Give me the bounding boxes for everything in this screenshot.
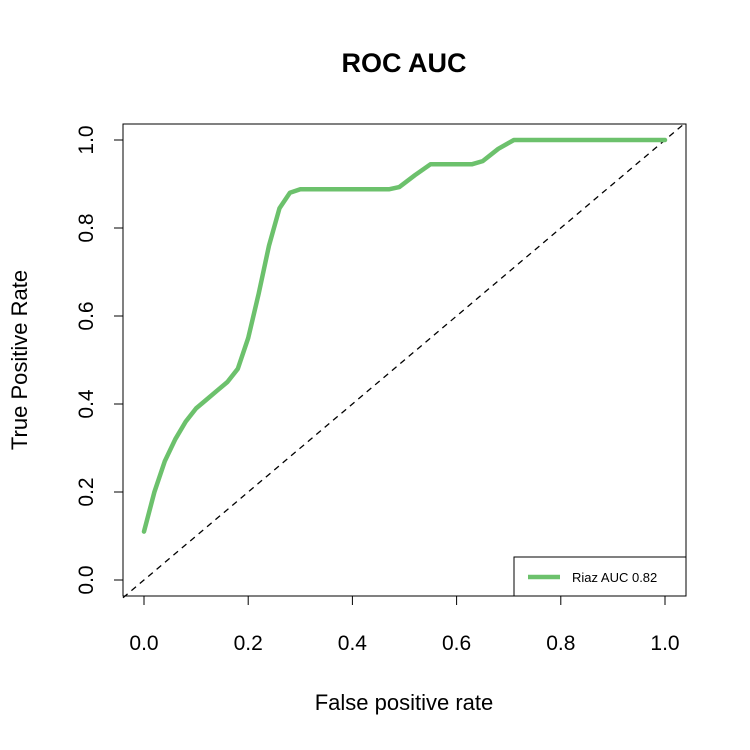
- y-tick-label: 0.0: [75, 565, 98, 594]
- legend: Riaz AUC 0.82: [513, 556, 687, 597]
- x-axis-label: False positive rate: [315, 690, 494, 715]
- y-tick-label: 1.0: [75, 125, 98, 154]
- x-tick-label: 0.2: [234, 632, 263, 655]
- y-axis-label: True Positive Rate: [7, 270, 32, 450]
- y-axis: 0.0 0.2 0.4 0.6 0.8 1.0: [75, 125, 124, 595]
- y-tick-label: 0.2: [75, 477, 98, 506]
- chance-diagonal-line: [122, 121, 687, 599]
- roc-curve-riaz: [141, 137, 668, 534]
- x-tick-label: 0.6: [442, 632, 471, 655]
- x-tick-label: 0.0: [129, 632, 158, 655]
- x-axis: 0.0 0.2 0.4 0.6 0.8 1.0: [129, 595, 680, 655]
- y-tick-label: 0.8: [75, 213, 98, 242]
- x-tick-label: 0.4: [338, 632, 368, 655]
- x-tick-label: 1.0: [650, 632, 679, 655]
- legend-label: Riaz AUC 0.82: [572, 570, 657, 585]
- y-tick-label: 0.4: [75, 389, 98, 419]
- y-tick-label: 0.6: [75, 301, 98, 330]
- chart-title: ROC AUC: [342, 48, 467, 78]
- x-tick-label: 0.8: [546, 632, 575, 655]
